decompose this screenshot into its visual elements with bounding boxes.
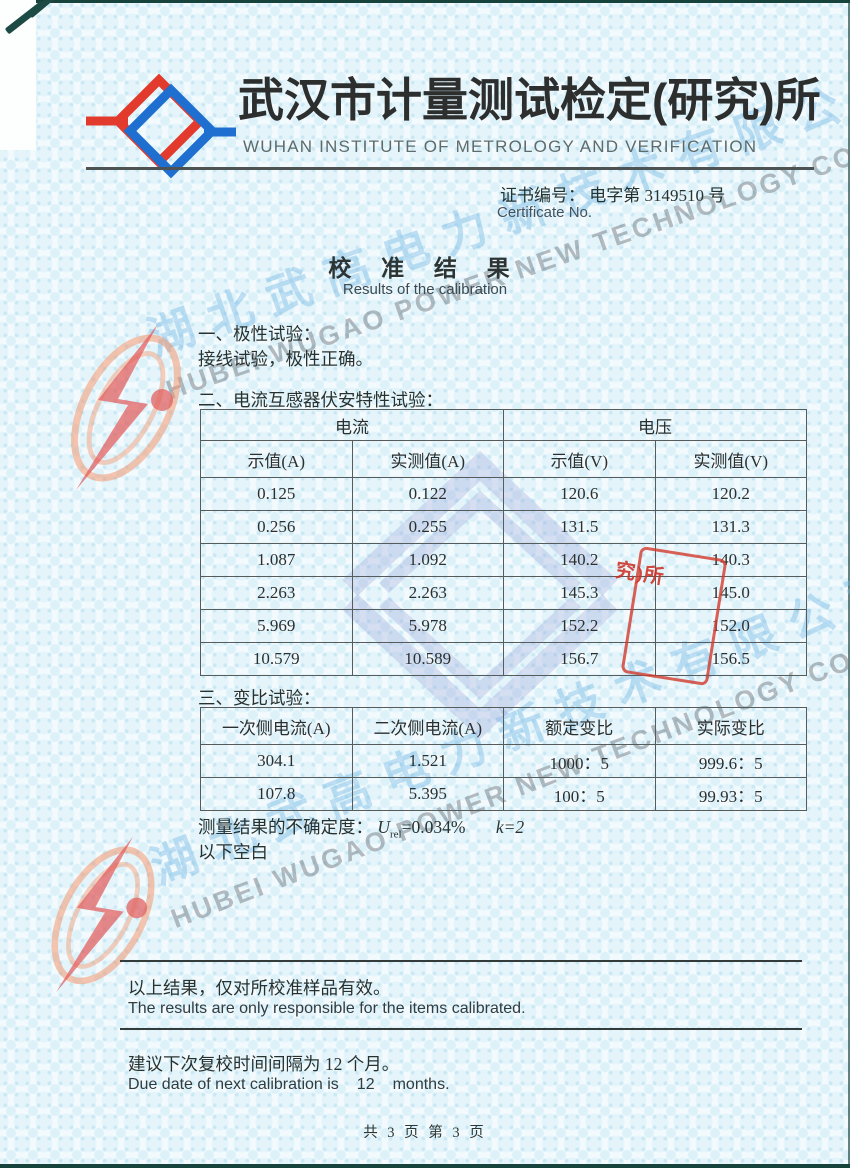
table-row: 5.969 5.978 152.2 152.0 xyxy=(200,609,807,643)
group-header-current: 电流 xyxy=(200,409,504,441)
section-polarity-body: 接线试验，极性正确。 xyxy=(198,349,373,369)
table-cell: 2.263 xyxy=(351,576,504,610)
page-title-cn: 校 准 结 果 xyxy=(328,256,522,281)
validity-note-en: The results are only responsible for the… xyxy=(128,1000,526,1017)
table-cell: 156.7 xyxy=(503,642,656,676)
table-cell: 107.8 xyxy=(200,777,353,811)
table-cell: 5.969 xyxy=(200,609,353,643)
table-row: 10.579 10.589 156.7 156.5 xyxy=(200,642,807,676)
volt-ampere-table: 电流 电压 示值(A) 实测值(A) 示值(V) 实测值(V) 0.125 0.122 1… xyxy=(200,409,807,676)
table-cell: 145.3 xyxy=(503,576,656,610)
table-cell: 156.5 xyxy=(654,642,807,676)
table-cell: 99.93：5 xyxy=(654,777,807,811)
table-cell: 0.125 xyxy=(200,477,353,511)
footer-divider xyxy=(120,960,802,962)
table-row: 0.256 0.255 131.5 131.3 xyxy=(200,510,807,544)
lightning-emblem-icon xyxy=(71,324,181,490)
page-number: 共 3 页 第 3 页 xyxy=(363,1125,487,1141)
table-cell: 0.256 xyxy=(200,510,353,544)
table-row: 107.8 5.395 100：5 99.93：5 xyxy=(200,777,807,811)
certificate-number-label: 证书编号： xyxy=(500,186,585,205)
table-group-header-row: 电流 电压 xyxy=(200,409,807,441)
ratio-table: 一次侧电流(A) 二次侧电流(A) 额定变比 实际变比 304.1 1.521 1000：… xyxy=(200,707,807,811)
table-cell: 140.2 xyxy=(503,543,656,577)
table-row: 0.125 0.122 120.6 120.2 xyxy=(200,477,807,511)
institute-logo-icon xyxy=(86,73,236,179)
validity-note-cn: 以上结果，仅对所校准样品有效。 xyxy=(128,978,391,998)
table-cell: 100：5 xyxy=(503,777,656,811)
table-cell: 120.6 xyxy=(503,477,656,511)
table-cell: 131.3 xyxy=(654,510,807,544)
table-cell: 10.579 xyxy=(200,642,353,676)
table-cell: 120.2 xyxy=(654,477,807,511)
table-cell: 1.092 xyxy=(351,543,504,577)
column-header: 实测值(V) xyxy=(654,440,807,478)
due-date-interval: 12 xyxy=(356,1076,375,1093)
column-header: 额定变比 xyxy=(503,707,656,745)
scan-edge-top xyxy=(0,0,850,3)
due-date-note-en: Due date of next calibration is 12 months. xyxy=(128,1076,450,1094)
column-header: 示值(A) xyxy=(200,440,353,478)
uncertainty-value: =0.034% xyxy=(401,817,466,837)
scan-edge-bottom xyxy=(0,1164,850,1168)
group-header-voltage: 电压 xyxy=(503,409,807,441)
section-voltampere-heading: 二、电流互感器伏安特性试验： xyxy=(198,390,443,410)
column-header: 二次侧电流(A) xyxy=(351,707,504,745)
column-header: 一次侧电流(A) xyxy=(200,707,353,745)
table-cell: 999.6：5 xyxy=(654,744,807,778)
section-ratio-heading: 三、变比试验： xyxy=(198,688,321,708)
table-cell: 5.978 xyxy=(351,609,504,643)
footer-divider xyxy=(120,1028,802,1030)
due-date-prefix: Due date of next calibration is xyxy=(128,1076,339,1093)
due-date-note-cn: 建议下次复校时间间隔为 12 个月。 xyxy=(128,1054,400,1074)
table-cell: 0.122 xyxy=(351,477,504,511)
org-title-cn: 武汉市计量测试检定(研究)所 xyxy=(238,74,821,126)
table-row: 304.1 1.521 1000：5 999.6：5 xyxy=(200,744,807,778)
table-cell: 5.395 xyxy=(351,777,504,811)
table-header-row: 一次侧电流(A) 二次侧电流(A) 额定变比 实际变比 xyxy=(200,707,807,745)
table-cell: 0.255 xyxy=(351,510,504,544)
table-cell: 304.1 xyxy=(200,744,353,778)
table-cell: 152.0 xyxy=(654,609,807,643)
table-row: 2.263 2.263 145.3 145.0 xyxy=(200,576,807,610)
header-divider xyxy=(86,167,814,170)
uncertainty-line: 测量结果的不确定度： Urel=0.034% k=2 xyxy=(198,814,524,841)
column-header: 实测值(A) xyxy=(351,440,504,478)
table-cell: 1000：5 xyxy=(503,744,656,778)
certificate-number-line: 证书编号： 电字第 3149510 号 xyxy=(500,181,725,206)
scan-edge-right xyxy=(848,0,850,1168)
section-polarity-heading: 一、极性试验： xyxy=(198,324,321,344)
table-cell: 131.5 xyxy=(503,510,656,544)
table-cell: 1.521 xyxy=(351,744,504,778)
due-date-suffix: months. xyxy=(392,1076,450,1093)
certificate-number-label-en: Certificate No. xyxy=(497,204,593,221)
page-title-en: Results of the calibration xyxy=(342,281,508,298)
table-cell: 10.589 xyxy=(351,642,504,676)
table-cell: 140.3 xyxy=(654,543,807,577)
uncertainty-subscript: rel xyxy=(390,828,402,841)
table-cell: 1.087 xyxy=(200,543,353,577)
blank-below-note: 以下空白 xyxy=(198,842,268,862)
coverage-factor: k=2 xyxy=(495,817,525,837)
uncertainty-symbol: U xyxy=(377,817,391,837)
uncertainty-label: 测量结果的不确定度： xyxy=(198,817,373,837)
column-header: 示值(V) xyxy=(503,440,656,478)
table-row: 1.087 1.092 140.2 140.3 xyxy=(200,543,807,577)
table-cell: 152.2 xyxy=(503,609,656,643)
table-cell: 2.263 xyxy=(200,576,353,610)
org-title-en: WUHAN INSTITUTE OF METROLOGY AND VERIFIC… xyxy=(243,137,758,156)
certificate-number-value: 电字第 3149510 号 xyxy=(589,186,726,205)
table-header-row: 示值(A) 实测值(A) 示值(V) 实测值(V) xyxy=(200,440,807,478)
column-header: 实际变比 xyxy=(654,707,807,745)
